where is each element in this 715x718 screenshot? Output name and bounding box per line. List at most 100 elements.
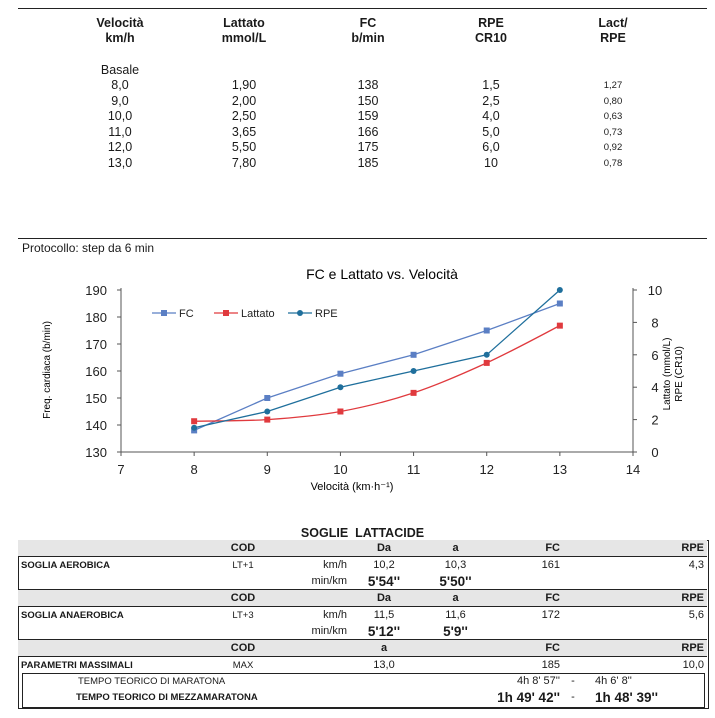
data-point-rpe (337, 384, 344, 391)
protocol-text: Protocollo: step da 6 min (22, 241, 155, 255)
anaerobica-unit-kmh: km/h (298, 606, 350, 623)
data-point-lattato (264, 416, 271, 423)
legend-marker-rpe (297, 310, 303, 316)
data-point-rpe (410, 368, 417, 374)
aerobica-unit-minkm: min/km (311, 575, 347, 587)
soglie-frame (18, 540, 709, 709)
mezza-sep: - (571, 691, 575, 703)
cell-lact-rpe: 0,63 (603, 111, 623, 122)
table-top-rule (18, 8, 707, 9)
y-right-tick-label: 6 (651, 348, 658, 363)
anaerobica-label: SOGLIA ANAEROBICA (18, 606, 188, 623)
soglie-title: SOGLIE LATTACIDE (300, 526, 425, 540)
data-point-fc (264, 395, 271, 401)
cell-lattato: 1,90 (231, 78, 257, 92)
header-lact-rpe: Lact/RPE (598, 16, 628, 45)
data-point-fc (556, 300, 563, 307)
y-left-tick-label: 160 (85, 364, 107, 379)
legend-marker-fc (161, 310, 167, 316)
cell-fc: 159 (357, 109, 379, 123)
header-fc: FC b/min (351, 16, 385, 45)
cell-velocita: 11,0 (108, 124, 132, 139)
aerobica-pace-da: 5'54'' (367, 573, 401, 589)
cell-lact-rpe: 0,80 (603, 95, 623, 107)
cell-velocita: 10,0 (107, 109, 133, 123)
y-right-tick-label: 0 (651, 445, 658, 460)
a-header-2: a (418, 589, 493, 607)
y-right-tick-label: 4 (651, 380, 658, 395)
anaerobica-fc: 172 (493, 606, 563, 623)
x-tick-label: 10 (333, 462, 347, 477)
cell-rpe: 1,5 (482, 78, 500, 92)
rpe-header-3: RPE (583, 639, 707, 657)
cell-lattato: 3,65 (231, 124, 257, 139)
y-left-tick-label: 150 (85, 391, 107, 406)
cell-fc: 185 (357, 155, 379, 170)
cell-fc: 150 (357, 93, 379, 108)
maratona-row: TEMPO TEORICO DI MARATONA 4h 8' 57'' - 4… (18, 673, 707, 689)
legend-label-fc: FC (179, 308, 194, 320)
anaerobica-pace-da: 5'12'' (367, 623, 401, 639)
maratona-time-2: 4h 6' 8'' (595, 675, 632, 687)
y-left-tick-label: 130 (85, 445, 107, 460)
cod-header-2: COD (188, 589, 298, 607)
data-point-lattato (191, 418, 198, 425)
a-header: a (452, 542, 459, 554)
mezza-label: TEMPO TEORICO DI MEZZAMARATONA (76, 691, 258, 703)
cell-rpe: 6,0 (482, 140, 500, 154)
data-point-rpe (483, 351, 490, 358)
massimali-a: 13,0 (350, 656, 418, 673)
aerobica-pace-row: min/km 5'54'' 5'50'' (18, 573, 707, 590)
y-right-tick-label: 2 (651, 413, 658, 428)
anaerobica-da: 11,5 (350, 606, 418, 623)
series-line-rpe (194, 289, 561, 429)
data-point-fc (483, 327, 490, 334)
cell-velocita: 9,0 (111, 93, 129, 108)
legend-label-lattato: Lattato (241, 308, 275, 320)
massimali-row: PARAMETRI MASSIMALI MAX 13,0 185 10,0 (18, 656, 707, 673)
table-bottom-rule (18, 238, 707, 239)
series-line-lattato (194, 325, 561, 422)
cell-lact-rpe: 0,73 (603, 126, 623, 138)
y-axis-label-left: Freq. cardiaca (b/min) (42, 321, 53, 419)
x-tick-label: 8 (191, 462, 198, 477)
y-right-tick-label: 8 (651, 315, 658, 330)
rpe-header: RPE (681, 542, 704, 554)
cell-lattato: 2,00 (231, 93, 257, 108)
data-point-rpe (191, 424, 198, 431)
cell-rpe: 5,0 (482, 124, 500, 139)
da-header-2: Da (350, 589, 418, 607)
anaerobica-cod: LT+3 (188, 606, 298, 623)
anaerobica-rpe: 5,6 (583, 606, 707, 623)
cell-lattato: 2,50 (231, 109, 257, 123)
y-left-tick-label: 190 (85, 283, 107, 298)
maratona-label: TEMPO TEORICO DI MARATONA (78, 675, 226, 687)
cod-header: COD (230, 542, 256, 554)
aerobica-pace-a: 5'50'' (439, 573, 472, 589)
massimali-rpe: 10,0 (583, 656, 707, 673)
x-axis-label: Velocità (km·h⁻¹) (311, 481, 394, 493)
anaerobica-unit-minkm: min/km (311, 625, 347, 637)
cell-velocita: 12,0 (107, 140, 133, 154)
fc-header: FC (545, 542, 560, 554)
legend-label-rpe: RPE (315, 308, 338, 320)
legend-marker-lattato (223, 310, 229, 316)
x-tick-label: 7 (117, 462, 124, 477)
aerobica-fc: 161 (493, 556, 563, 573)
maratona-sep: - (571, 675, 575, 687)
y-axis-label-right-2: RPE (CR10) (674, 346, 685, 402)
anaerobica-row: SOGLIA ANAEROBICA LT+3 km/h 11,5 11,6 17… (18, 606, 707, 623)
cell-velocita: 8,0 (111, 78, 129, 92)
data-point-lattato (337, 408, 344, 415)
aerobica-da: 10,2 (350, 556, 418, 573)
mezza-time-1: 1h 49' 42'' (497, 689, 560, 705)
x-tick-label: 13 (553, 462, 567, 477)
aerobica-a: 10,3 (418, 556, 493, 573)
anaerobica-header-row: COD Da a FC RPE (18, 589, 707, 607)
cell-lattato: 5,50 (231, 140, 257, 154)
y-left-tick-label: 180 (85, 310, 107, 325)
anaerobica-pace-a: 5'9'' (443, 623, 468, 639)
header-rpe: RPE CR10 (475, 16, 507, 45)
x-tick-label: 9 (264, 462, 271, 477)
mezza-row: TEMPO TEORICO DI MEZZAMARATONA 1h 49' 42… (18, 689, 707, 705)
